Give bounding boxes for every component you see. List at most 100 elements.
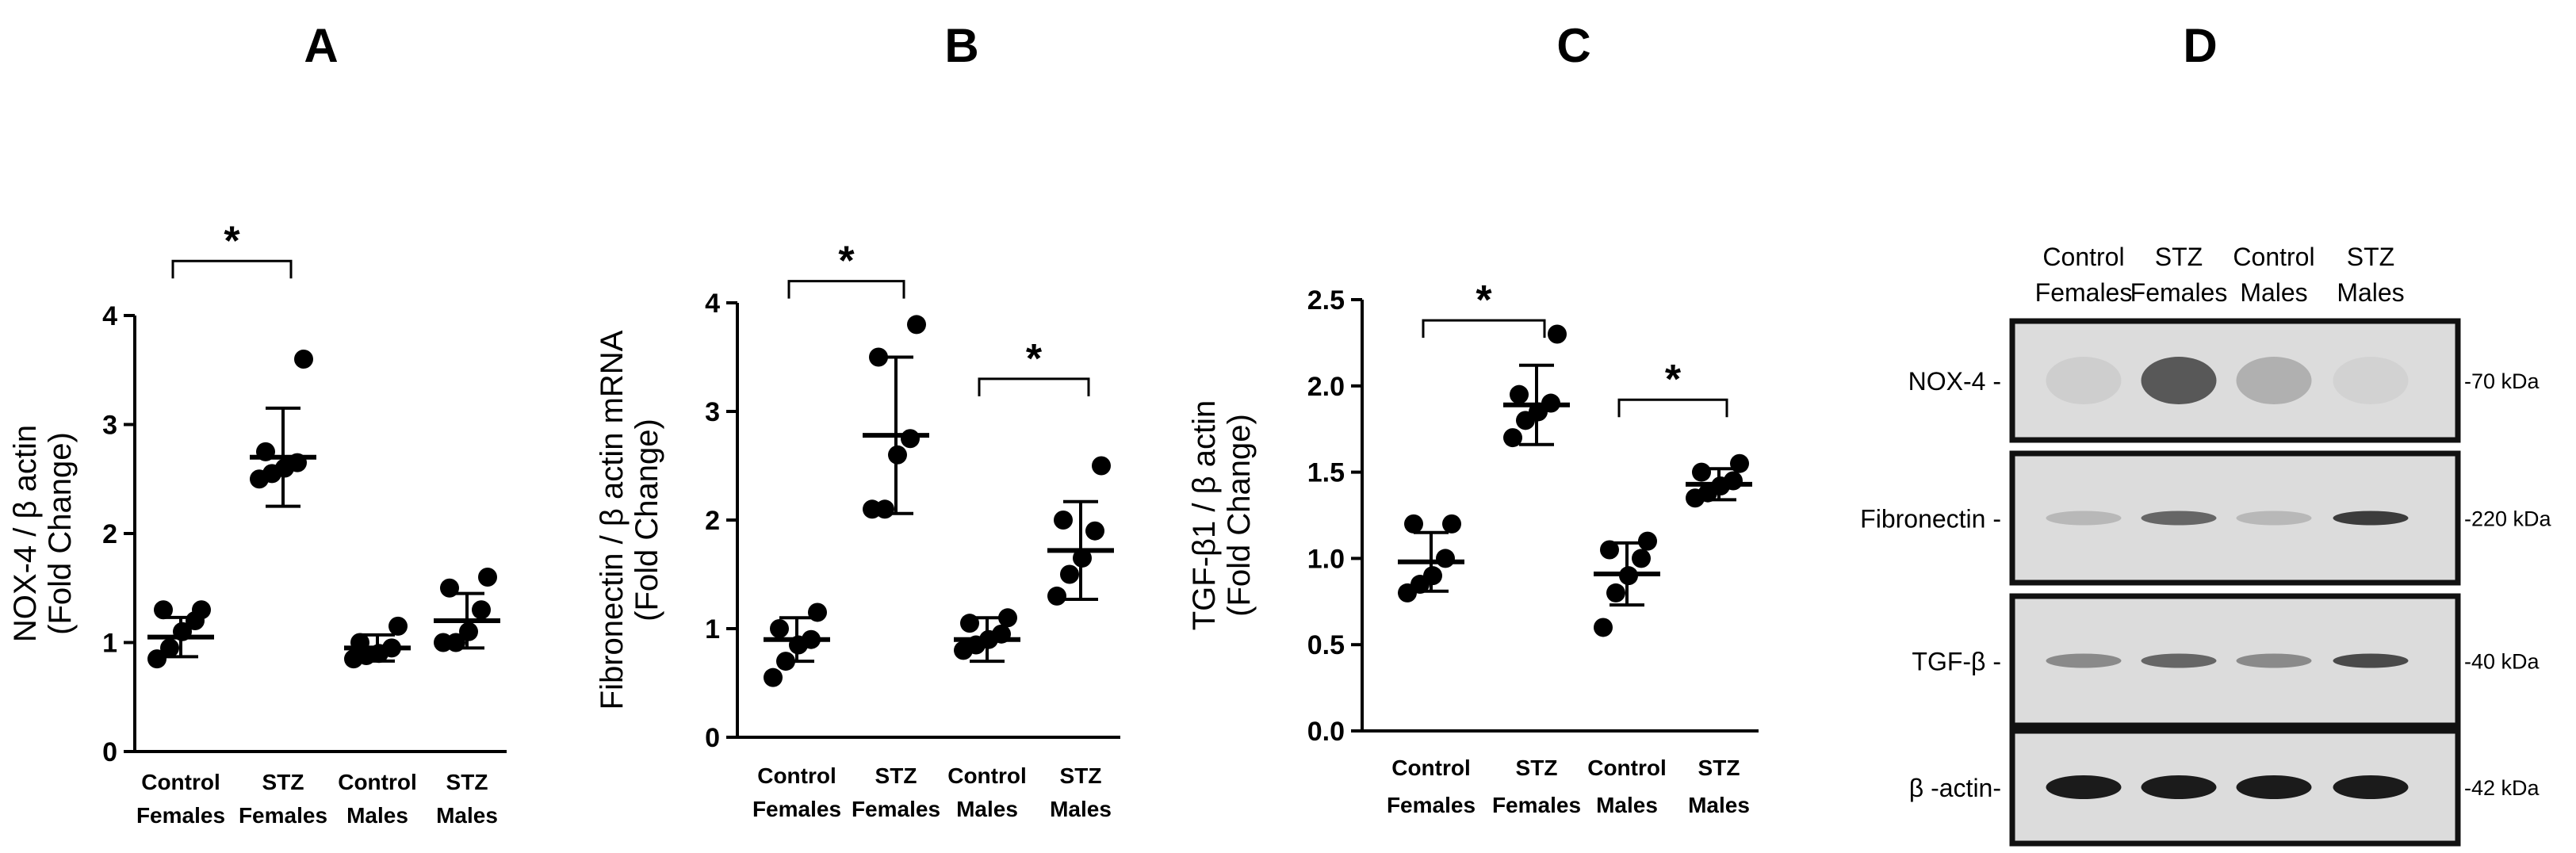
y-axis-title-line2: (Fold Change) [630, 419, 664, 622]
data-point [869, 347, 888, 367]
panel-label-d: D [2183, 19, 2217, 72]
x-category-label-line1: STZ [262, 770, 304, 794]
significance-bracket [1422, 319, 1546, 339]
y-tick-label: 3 [705, 397, 720, 427]
data-point [770, 619, 789, 638]
y-tick-label: 2 [705, 506, 720, 536]
x-category-label-line1: STZ [446, 770, 488, 794]
x-category-label-line2: Males [1688, 793, 1750, 817]
y-tick-label: 1.0 [1307, 544, 1345, 574]
data-point [875, 499, 894, 519]
data-point [472, 600, 491, 620]
chart-a: 0 1 2 3 4 NOX-4 / β actin (Fold Change) Control… [8, 218, 507, 828]
data-point [776, 652, 795, 671]
data-point [1548, 324, 1567, 344]
y-axis-title-line1: Fibronectin / β actin mRNA [595, 330, 630, 710]
y-tick-label: 3 [102, 411, 117, 441]
data-point [1404, 514, 1423, 534]
blot-band [2046, 357, 2122, 404]
blot-row-label: NOX-4 - [1908, 367, 2001, 396]
x-category-label-line2: Males [346, 803, 408, 828]
data-point [802, 629, 821, 649]
x-category-label-line1: STZ [875, 763, 917, 788]
significance-star: * [224, 218, 240, 264]
blot-kda-label: -220 kDa [2464, 507, 2552, 531]
data-point [998, 608, 1017, 628]
data-point [1503, 428, 1522, 448]
blot-band [2236, 511, 2312, 526]
blot-band [2046, 511, 2122, 526]
significance-bracket [978, 377, 1090, 396]
data-point [1085, 521, 1104, 541]
x-category-label-line1: Control [338, 770, 417, 794]
y-axis-title: NOX-4 / β actin (Fold Change) [8, 425, 78, 642]
panel-label-b: B [944, 19, 978, 72]
blot-band [2046, 653, 2122, 668]
blot-band [2333, 775, 2409, 799]
data-point [1724, 471, 1743, 491]
x-category-label-line2: Females [752, 797, 841, 821]
x-category-label-line1: STZ [1698, 755, 1740, 780]
x-category-label-line2: Females [852, 797, 940, 821]
y-tick-label: 2.0 [1307, 372, 1345, 402]
data-point [1060, 564, 1079, 584]
lane-label-line1: STZ [2155, 243, 2203, 271]
y-axis-title-line1: TGF-β1 / β actin [1187, 400, 1222, 631]
lane-label-line2: Females [2130, 278, 2228, 307]
data-point [1047, 586, 1066, 606]
x-category-label-line1: Control [757, 763, 836, 788]
y-tick-label: 0 [102, 737, 117, 767]
blot-band [2141, 357, 2217, 404]
data-point [192, 600, 211, 620]
x-category-label-line2: Females [1387, 793, 1476, 817]
y-axis-title-line2: (Fold Change) [1222, 414, 1257, 617]
y-tick-label: 1.5 [1307, 458, 1345, 488]
data-point [389, 616, 408, 636]
data-point [1054, 511, 1073, 530]
y-tick-label: 1 [705, 614, 720, 645]
data-point [1632, 549, 1651, 568]
data-point [992, 624, 1011, 644]
x-category-label-line1: Control [947, 763, 1027, 788]
x-category-label-line2: Males [1050, 797, 1112, 821]
x-category-label-line1: STZ [1060, 763, 1102, 788]
blot-band [2333, 357, 2409, 404]
blot-band [2141, 511, 2217, 526]
x-category-label-line1: Control [141, 770, 220, 794]
data-point [1073, 548, 1092, 568]
data-point [1606, 583, 1625, 602]
data-point [382, 638, 401, 658]
x-category-label-line2: Females [1492, 793, 1581, 817]
panel-label-a: A [304, 19, 338, 72]
y-tick-label: 0.5 [1307, 630, 1345, 660]
data-point [459, 622, 478, 641]
data-point [960, 614, 979, 633]
lane-label-line2: Males [2240, 278, 2307, 307]
x-category-label-line1: STZ [1516, 755, 1558, 780]
y-tick-label: 0 [705, 723, 720, 753]
data-point [1436, 549, 1455, 568]
data-point [173, 622, 192, 641]
blot-band [2236, 653, 2312, 668]
data-point [256, 442, 275, 461]
lane-label-line1: Control [2233, 243, 2314, 271]
data-point [350, 633, 369, 652]
data-point [808, 602, 827, 622]
blot-kda-label: -40 kDa [2464, 650, 2540, 674]
data-point [888, 445, 907, 465]
lane-label-line1: STZ [2347, 243, 2394, 271]
y-tick-label: 2 [102, 519, 117, 549]
x-category-label-line2: Females [136, 803, 225, 828]
y-axis-title-line1: NOX-4 / β actin [8, 425, 43, 642]
y-axis-title: Fibronectin / β actin mRNA (Fold Change) [595, 330, 664, 710]
data-point [901, 429, 920, 449]
lane-label-line1: Control [2042, 243, 2124, 271]
x-category-label-line1: Control [1587, 755, 1667, 780]
data-point [1442, 514, 1461, 534]
x-category-label-line1: Control [1391, 755, 1471, 780]
data-point [440, 578, 459, 598]
y-axis-title: TGF-β1 / β actin (Fold Change) [1187, 400, 1257, 631]
y-tick-label: 2.5 [1307, 285, 1345, 316]
data-point [907, 315, 926, 335]
